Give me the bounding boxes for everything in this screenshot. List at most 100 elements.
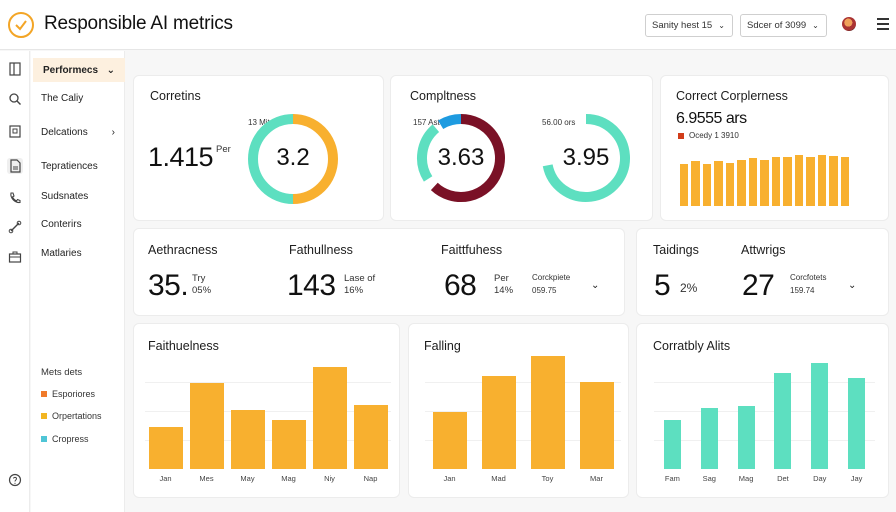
link-icon[interactable] (7, 219, 23, 235)
chart-bar (840, 156, 849, 206)
donut-label: 13 Mity (248, 118, 274, 127)
chart-bar (432, 411, 467, 469)
metric-value: 5 (654, 269, 671, 302)
correctness-donut (248, 114, 338, 204)
metric-sub: 14% (494, 285, 514, 296)
chart-bar (848, 378, 866, 469)
chart-bar (760, 159, 769, 206)
faithulness-bar-chart: Jan Mes May Mag Niy Nap (145, 353, 391, 483)
x-tick-label: Toy (541, 474, 554, 483)
date-range-dropdown[interactable]: Sanity hest 15 ⌄ (645, 14, 733, 37)
metric-sub: 2% (680, 281, 698, 295)
metric-value: 68 (444, 269, 477, 302)
hamburger-menu-icon[interactable] (877, 18, 889, 30)
legend-item: Orpertations (41, 411, 102, 421)
document-icon[interactable] (7, 158, 23, 174)
chart-bar (725, 162, 735, 206)
x-tick-label: Niy (324, 474, 335, 483)
sidebar-item-tepratiences[interactable]: Tepratiences (31, 154, 125, 178)
chart-bar (691, 161, 700, 206)
sidebar-item-label: Matlaries (41, 247, 82, 259)
card-title: Falling (424, 339, 461, 353)
kpi-card-group-2: Taidings 5 2% Attwrigs 27 Corcfotets 159… (636, 228, 889, 316)
card-title: Faittfuhess (441, 243, 503, 257)
x-tick-label: Mes (199, 474, 214, 483)
sidebar-item-performance[interactable]: Performecs ⌄ (33, 58, 125, 82)
toolbox-icon[interactable] (7, 249, 23, 265)
card-title: Corratbly Alits (653, 339, 731, 353)
sidebar-item-sudsnates[interactable]: Sudsnates (31, 184, 125, 208)
metric-value: 27 (742, 269, 775, 302)
x-tick-label: Jan (443, 474, 456, 483)
x-tick-label: Jan (159, 474, 172, 483)
card-title: Aethracness (148, 243, 218, 257)
chart-bar (230, 409, 265, 469)
chevron-down-icon[interactable]: ⌄ (591, 280, 600, 291)
top-bar: Responsible AI metrics Sanity hest 15 ⌄ … (0, 0, 896, 50)
chevron-right-icon: › (111, 126, 115, 138)
grid-line (425, 440, 621, 441)
correctness-card: Corretins 1.415 Per 13 Mity 3.2 (133, 75, 384, 221)
chart-bar (312, 367, 347, 469)
sidebar-item-quality[interactable]: The Caliy (31, 86, 125, 110)
donut-segment-secondary (248, 114, 294, 204)
scope-dropdown[interactable]: Sdcer of 3099 ⌄ (740, 14, 827, 37)
chart-bar (702, 164, 712, 206)
card-title: Compltness (410, 89, 476, 103)
sidebar-item-label: Sudsnates (41, 190, 89, 202)
sidebar-item-matlaries[interactable]: Matlaries (31, 241, 125, 265)
mini-bar-chart (680, 152, 852, 206)
date-range-label: Sanity hest 15 (652, 20, 713, 31)
chart-bar (271, 419, 306, 469)
chevron-down-icon: ⌄ (812, 21, 819, 30)
chart-bar (817, 155, 827, 206)
chart-bar (783, 157, 792, 206)
sidebar-item-conterirs[interactable]: Conterirs (31, 212, 125, 236)
x-tick-label: May (240, 474, 255, 483)
card-title: Corretins (150, 89, 201, 103)
grid-line (425, 382, 621, 383)
chart-bar (680, 163, 689, 206)
chart-bar (189, 383, 224, 469)
legend-swatch (678, 133, 684, 139)
chart-bar (481, 376, 516, 469)
avatar[interactable] (842, 17, 856, 31)
sidebar-item-label: Tepratiences (41, 160, 98, 172)
sidebar-item-label: Performecs (43, 64, 99, 76)
legend-label: Ocedy 1 3910 (689, 131, 739, 140)
x-tick-label: Jay (850, 474, 863, 483)
card-title: Faithuelness (148, 339, 219, 353)
phone-icon[interactable] (7, 190, 23, 206)
x-tick-label: Mad (491, 474, 506, 483)
grid-line (145, 440, 391, 441)
chart-bar (748, 158, 758, 206)
grid-line (425, 411, 621, 412)
donut-segment-tertiary (438, 114, 462, 130)
legend-item: Esporiores (41, 389, 95, 399)
sidebar-item-delcations[interactable]: Delcations › (31, 120, 125, 144)
chart-bar (353, 405, 388, 469)
search-icon[interactable] (7, 91, 23, 107)
donut-segment-primary (292, 114, 338, 204)
chart-bar (774, 373, 792, 469)
metric-sub: 16% (344, 285, 364, 296)
legend-swatch-2 (41, 436, 47, 442)
chart-bar (794, 155, 804, 206)
help-icon[interactable] (7, 472, 23, 488)
grid-line (654, 411, 875, 412)
panel-icon[interactable] (7, 61, 23, 77)
metric-sub: Lase of (344, 273, 376, 284)
card-title: Attwrigs (741, 243, 786, 257)
x-tick-label: Fam (664, 474, 680, 483)
completeness-card: Compltness 157 Ast 3.63 56.00 ors 3.95 (390, 75, 653, 221)
legend-label: Esporiores (52, 389, 96, 399)
app-logo-icon (8, 12, 34, 38)
chevron-down-icon: ⌄ (718, 21, 725, 30)
chevron-down-icon[interactable]: ⌄ (848, 280, 857, 291)
chart-bar (663, 419, 681, 469)
chart-bar (737, 406, 755, 469)
grid-line (654, 382, 875, 383)
donut-value: 3.2 (276, 144, 310, 171)
clipboard-icon[interactable] (7, 123, 23, 139)
x-tick-label: Det (777, 474, 789, 483)
